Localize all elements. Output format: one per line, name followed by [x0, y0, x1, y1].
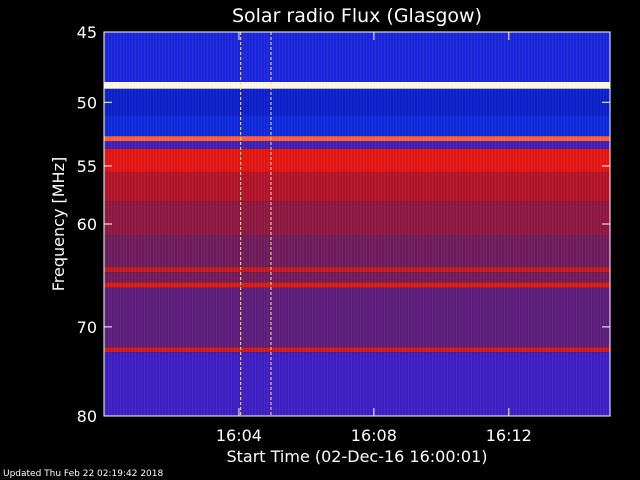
x-tick-label-0: 16:04 — [216, 426, 262, 445]
x-tick-label-2: 16:12 — [486, 426, 532, 445]
y-tick-label-2: 55 — [77, 157, 97, 176]
y-tick-label-0: 45 — [77, 23, 97, 42]
y-tick-label-4: 70 — [77, 318, 97, 337]
y-tick-label-1: 50 — [77, 93, 97, 112]
y-tick-label-3: 60 — [77, 215, 97, 234]
chart-title: Solar radio Flux (Glasgow) — [232, 5, 482, 27]
updated-timestamp: Updated Thu Feb 22 02:19:42 2018 — [3, 469, 164, 479]
y-axis-label: Frequency [MHz] — [49, 157, 68, 291]
x-axis-label: Start Time (02-Dec-16 16:00:01) — [226, 447, 487, 466]
y-axis: 45 50 55 60 70 80 — [77, 23, 610, 426]
spectrogram-texture — [104, 32, 610, 416]
x-axis: 16:04 16:08 16:12 — [216, 32, 532, 445]
x-tick-label-1: 16:08 — [351, 426, 397, 445]
y-tick-label-5: 80 — [77, 407, 97, 426]
burst-lines — [240, 32, 272, 416]
